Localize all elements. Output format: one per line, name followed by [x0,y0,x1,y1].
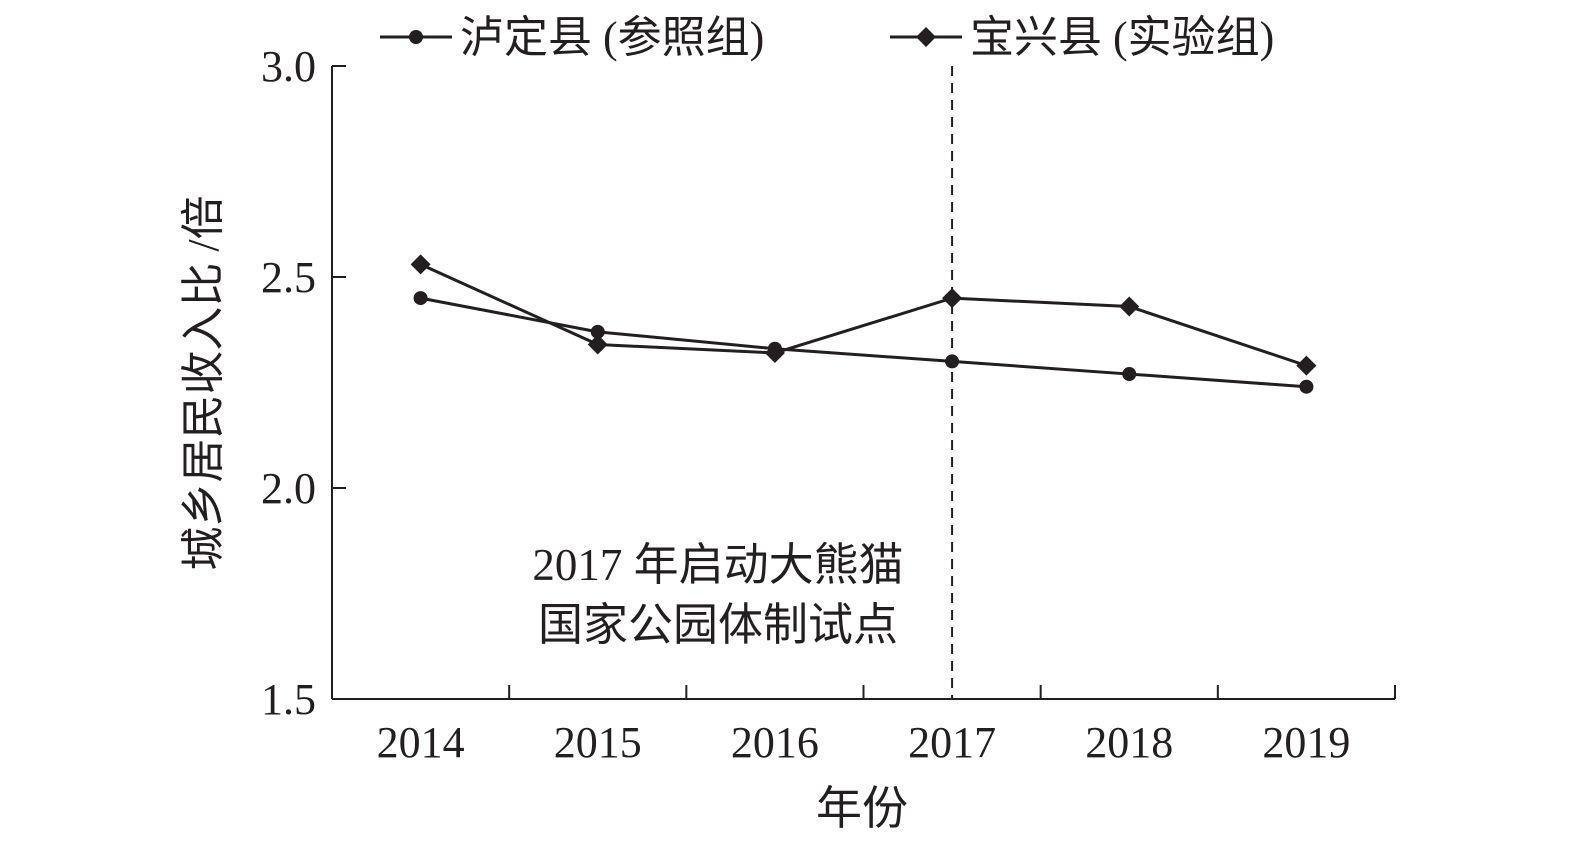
y-tick-label: 2.5 [261,253,316,302]
series-0-point [1122,367,1137,382]
x-tick-label: 2019 [1262,718,1350,767]
x-tick-label: 2014 [377,718,465,767]
y-ticks: 1.5 2.0 2.5 3.0 [261,42,346,724]
y-tick-label: 2.0 [261,464,316,513]
series-1-point [587,334,608,355]
legend-item-series-1: 宝兴县 (实验组) [890,13,1274,62]
annotation-line-1: 2017 年启动大熊猫 [532,540,903,590]
series-0-point [413,291,428,306]
y-tick-label: 1.5 [261,675,316,724]
series-1-point [410,254,431,275]
legend: 泸定县 (参照组) 宝兴县 (实验组) [380,13,1274,62]
x-tick-label: 2017 [908,718,996,767]
series-group [410,254,1317,394]
series-1-point [1296,355,1317,376]
annotation-line-2: 国家公园体制试点 [538,600,898,650]
series-line-1 [419,262,1307,368]
x-tick-label: 2016 [731,718,819,767]
legend-label-series-1: 宝兴县 (实验组) [970,13,1274,62]
x-tick-label: 2015 [554,718,642,767]
series-0-point [945,354,960,369]
series-1-point [942,288,963,309]
legend-label-series-0: 泸定县 (参照组) [460,13,764,62]
y-axis-label: 城乡居民收入比 /倍 [179,195,228,570]
y-tick-label: 3.0 [261,42,316,91]
x-ticks: 2014 2015 2016 2017 2018 2019 [377,685,1396,767]
legend-item-series-0: 泸定县 (参照组) [380,13,764,62]
series-1-point [764,342,785,363]
x-tick-label: 2018 [1085,718,1173,767]
series-0-point [590,324,605,339]
series-0-point [1299,379,1314,394]
series-1-point [1119,296,1140,317]
series-line-0 [420,296,1307,389]
x-axis-label: 年份 [816,783,908,834]
